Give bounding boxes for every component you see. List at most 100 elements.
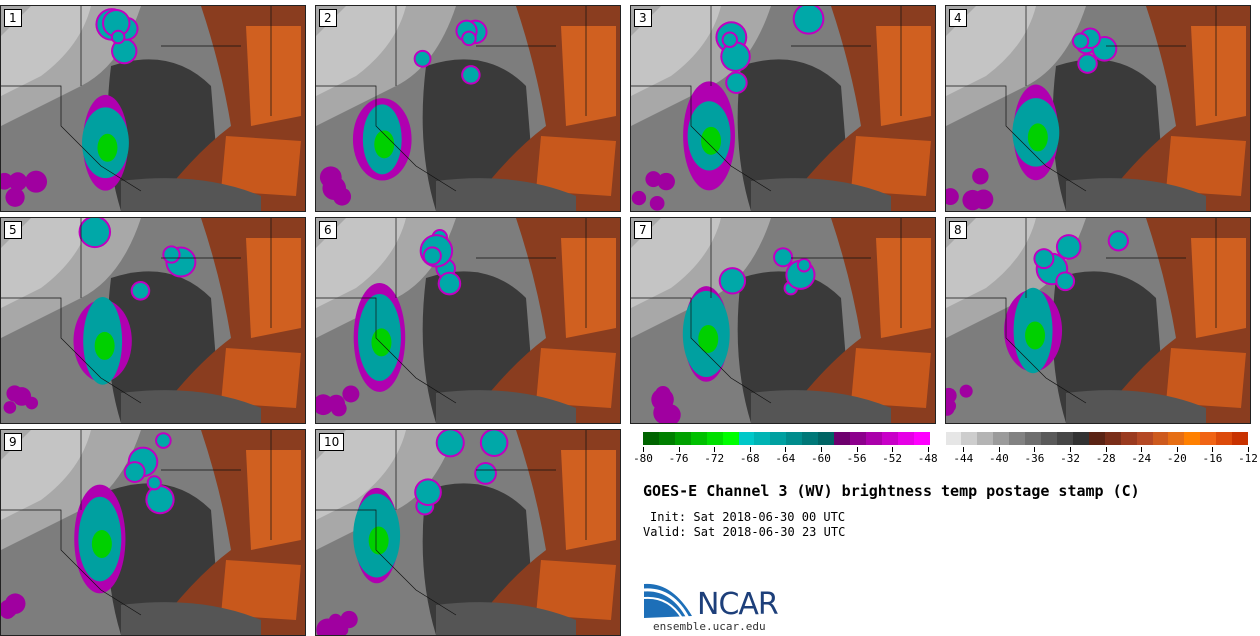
ncar-logo-text: NCAR xyxy=(697,587,779,622)
colorbar-tick-label: -56 xyxy=(846,452,867,465)
satellite-map-icon xyxy=(631,6,935,211)
colorbar-tick-mark xyxy=(963,447,965,452)
colorbar-swatch xyxy=(770,432,787,445)
satellite-map-icon xyxy=(946,218,1250,423)
colorbar-tick-mark xyxy=(820,447,822,452)
ensemble-member-panel: 2 xyxy=(315,5,621,212)
panel-number-label: 8 xyxy=(949,221,967,239)
colorbar-tick-label: -48 xyxy=(917,452,938,465)
colorbar-tick-label: -80 xyxy=(633,452,653,465)
colorbar-swatch xyxy=(690,432,707,445)
satellite-map-icon xyxy=(316,430,620,635)
colorbar-tick-label: -72 xyxy=(704,452,725,465)
colorbar-tick-mark xyxy=(785,447,787,452)
colorbar-tick-mark xyxy=(1105,447,1107,452)
colorbar-tick-mark xyxy=(856,447,858,452)
colorbar xyxy=(643,432,1249,445)
colorbar-swatch xyxy=(897,432,914,445)
colorbar-swatch xyxy=(961,432,978,445)
colorbar-tick-label: -76 xyxy=(668,452,689,465)
colorbar-tick-mark xyxy=(714,447,716,452)
colorbar-swatch xyxy=(802,432,819,445)
satellite-map-icon xyxy=(1,430,305,635)
init-time: Init: Sat 2018-06-30 00 UTC xyxy=(650,510,846,524)
colorbar-tick-label: -16 xyxy=(1202,452,1223,465)
colorbar-tick-mark xyxy=(1212,447,1214,452)
colorbar-tick-label: -68 xyxy=(739,452,760,465)
colorbar-tick-mark xyxy=(1176,447,1178,452)
colorbar-tick-label: -20 xyxy=(1166,452,1187,465)
panel-number-label: 4 xyxy=(949,9,967,27)
colorbar-tick-mark xyxy=(1034,447,1036,452)
colorbar-tick-mark xyxy=(1070,447,1072,452)
colorbar-tick-mark xyxy=(1248,447,1249,452)
valid-time: Valid: Sat 2018-06-30 23 UTC xyxy=(643,525,846,539)
colorbar-tick-mark xyxy=(643,447,644,452)
satellite-map-icon xyxy=(1,6,305,211)
colorbar-swatch xyxy=(1232,432,1249,445)
colorbar-swatch xyxy=(674,432,691,445)
colorbar-swatch xyxy=(1104,432,1121,445)
colorbar-swatch xyxy=(658,432,675,445)
satellite-map-icon xyxy=(631,218,935,423)
colorbar-tick-label: -60 xyxy=(811,452,831,465)
ensemble-member-panel: 6 xyxy=(315,217,621,424)
satellite-map-icon xyxy=(1,218,305,423)
colorbar-tick-label: -40 xyxy=(988,452,1009,465)
colorbar-tick-label: -36 xyxy=(1024,452,1045,465)
colorbar-swatch xyxy=(1184,432,1201,445)
ensemble-member-panel: 1 xyxy=(0,5,306,212)
colorbar-swatch xyxy=(834,432,850,445)
ncar-logo-icon xyxy=(643,583,692,619)
panel-number-label: 3 xyxy=(634,9,652,27)
colorbar-tick-label: -64 xyxy=(775,452,796,465)
ensemble-member-panel: 7 xyxy=(630,217,936,424)
colorbar-tick-mark xyxy=(749,447,751,452)
colorbar-tick-mark xyxy=(1141,447,1143,452)
panel-number-label: 2 xyxy=(319,9,337,27)
colorbar-tick-mark xyxy=(892,447,894,452)
satellite-map-icon xyxy=(946,6,1250,211)
colorbar-swatch xyxy=(706,432,723,445)
colorbar-ticks: -80 -76 -72 -68 -64 -60 -56 -52 -48 -44 -40 -36 -32 -… xyxy=(633,447,1258,467)
colorbar-swatch xyxy=(643,432,659,445)
colorbar-swatch xyxy=(977,432,994,445)
colorbar-tick-mark xyxy=(678,447,680,452)
colorbar-swatch xyxy=(993,432,1010,445)
colorbar-swatch xyxy=(1168,432,1185,445)
colorbar-swatch xyxy=(1009,432,1026,445)
ensemble-member-panel: 8 xyxy=(945,217,1251,424)
satellite-map-icon xyxy=(316,6,620,211)
colorbar-tick-mark xyxy=(998,447,1000,452)
colorbar-tick-label: -28 xyxy=(1095,452,1116,465)
colorbar-swatch xyxy=(738,432,755,445)
colorbar-swatch xyxy=(786,432,803,445)
colorbar-swatch xyxy=(818,432,835,445)
figure-title: GOES-E Channel 3 (WV) brightness temp po… xyxy=(643,482,1140,500)
panel-number-label: 7 xyxy=(634,221,652,239)
colorbar-swatch xyxy=(754,432,771,445)
colorbar-swatch xyxy=(1025,432,1042,445)
colorbar-swatch xyxy=(1088,432,1105,445)
ensemble-member-panel: 10 xyxy=(315,429,621,636)
panel-number-label: 1 xyxy=(4,9,22,27)
colorbar-swatch xyxy=(881,432,898,445)
colorbar-tick-label: -44 xyxy=(953,452,974,465)
colorbar-tick-label: -12 xyxy=(1238,452,1258,465)
colorbar-swatch xyxy=(945,432,962,445)
panel-number-label: 6 xyxy=(319,221,337,239)
colorbar-swatch xyxy=(913,432,930,445)
panel-number-label: 10 xyxy=(319,433,345,451)
colorbar-swatch xyxy=(865,432,882,445)
colorbar-tick-label: -52 xyxy=(882,452,903,465)
ensemble-member-panel: 3 xyxy=(630,5,936,212)
colorbar-swatch xyxy=(722,432,739,445)
colorbar-swatch xyxy=(1072,432,1089,445)
colorbar-tick-label: -24 xyxy=(1131,452,1152,465)
colorbar-swatch xyxy=(1041,432,1057,445)
colorbar-swatch xyxy=(849,432,866,445)
colorbar-swatch xyxy=(1136,432,1153,445)
panel-number-label: 5 xyxy=(4,221,22,239)
colorbar-tick-label: -32 xyxy=(1060,452,1080,465)
website-url: ensemble.ucar.edu xyxy=(653,620,766,633)
